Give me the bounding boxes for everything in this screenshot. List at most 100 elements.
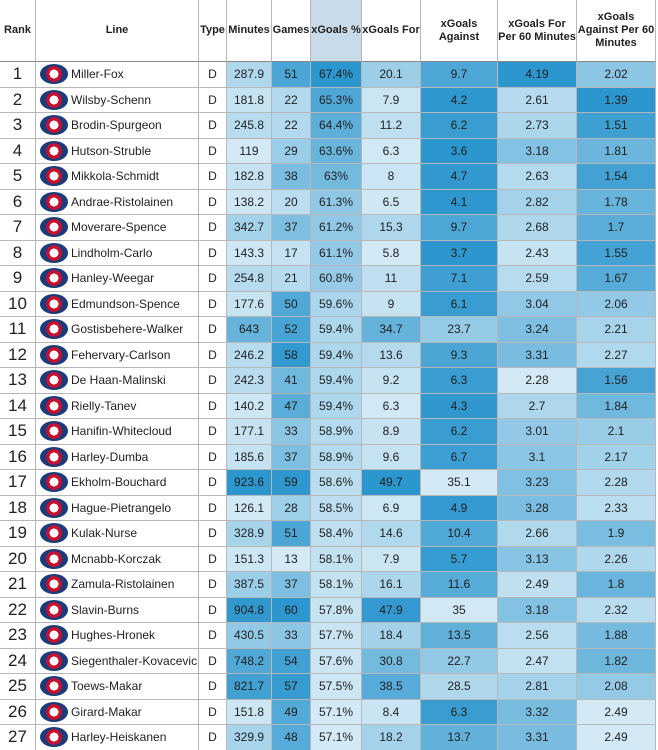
value-cell: 14.6: [362, 521, 421, 547]
value-cell: 185.6: [227, 444, 272, 470]
cell-text: Gostisbehere-Walker: [71, 322, 184, 337]
cell-text: Hanley-Weegar: [71, 271, 155, 286]
cell-text: 13.6: [379, 347, 403, 362]
cell-text: 22: [284, 92, 298, 107]
line-cell: Harley-Heiskanen: [36, 725, 199, 750]
cell-text: 17: [8, 472, 27, 492]
cell-text: 6.3: [382, 398, 400, 413]
value-cell: 119: [227, 138, 272, 164]
value-cell: D: [199, 444, 227, 470]
cell-text: D: [208, 551, 217, 566]
cell-text: 25: [8, 676, 27, 696]
value-cell: 59.4%: [311, 342, 362, 368]
value-cell: 748.2: [227, 648, 272, 674]
value-cell: 63%: [311, 164, 362, 190]
column-header[interactable]: xGoals For Per 60 Minutes: [498, 0, 577, 62]
cell-text: Hughes-Hronek: [71, 628, 156, 643]
cell-text: 59.4%: [318, 347, 354, 362]
cell-text: 4.1: [450, 194, 468, 209]
column-header[interactable]: Minutes: [227, 0, 272, 62]
column-header[interactable]: xGoals Against Per 60 Minutes: [577, 0, 656, 62]
rank-cell: 1: [0, 62, 36, 88]
value-cell: 34.7: [362, 317, 421, 343]
value-cell: 2.43: [498, 240, 577, 266]
cell-text: D: [208, 500, 217, 515]
value-cell: D: [199, 470, 227, 496]
value-cell: 58.1%: [311, 572, 362, 598]
value-cell: 47.9: [362, 597, 421, 623]
rank-cell: 20: [0, 546, 36, 572]
line-cell: Rielly-Tanev: [36, 393, 199, 419]
line-cell: Hague-Pietrangelo: [36, 495, 199, 521]
value-cell: 50: [272, 291, 311, 317]
column-header[interactable]: xGoals For: [362, 0, 421, 62]
cell-text: 1.88: [604, 628, 628, 643]
cell-text: 2.49: [525, 577, 549, 592]
cell-text: 2.32: [604, 602, 628, 617]
cell-text: 3.32: [525, 704, 549, 719]
cell-text: 61.3%: [318, 194, 354, 209]
cell-text: 2.49: [604, 730, 628, 745]
cell-text: 2.56: [525, 628, 549, 643]
value-cell: 8.9: [362, 419, 421, 445]
cell-text: 47.9: [379, 602, 403, 617]
cell-text: 11.6: [447, 577, 471, 592]
cell-text: 2.1: [607, 424, 625, 439]
line-cell: Kulak-Nurse: [36, 521, 199, 547]
cell-text: 8: [12, 242, 23, 262]
column-header[interactable]: xGoals %: [311, 0, 362, 62]
cell-text: D: [208, 602, 217, 617]
cell-text: 5.7: [450, 551, 468, 566]
value-cell: 9.7: [421, 62, 498, 88]
value-cell: 13.7: [421, 725, 498, 750]
column-header[interactable]: Line: [36, 0, 199, 62]
value-cell: 2.17: [577, 444, 656, 470]
rank-cell: 4: [0, 138, 36, 164]
team-logo: [40, 727, 68, 748]
cell-text: 52: [284, 322, 298, 337]
value-cell: 2.1: [577, 419, 656, 445]
cell-text: 7.9: [382, 551, 400, 566]
value-cell: 1.82: [577, 648, 656, 674]
team-logo: [40, 523, 68, 544]
cell-text: D: [208, 271, 217, 286]
value-cell: 1.9: [577, 521, 656, 547]
value-cell: 5.8: [362, 240, 421, 266]
cell-text: Miller-Fox: [71, 67, 124, 82]
value-cell: 181.8: [227, 87, 272, 113]
cell-text: 57.1%: [318, 704, 354, 719]
cell-text: 59.4%: [318, 322, 354, 337]
line-cell: Lindholm-Carlo: [36, 240, 199, 266]
column-header[interactable]: Type: [199, 0, 227, 62]
value-cell: 177.6: [227, 291, 272, 317]
header-text: xGoals For Per 60 Minutes: [498, 17, 576, 43]
header-text: xGoals Against Per 60 Minutes: [577, 11, 655, 49]
cell-text: Lindholm-Carlo: [71, 245, 153, 260]
cell-text: Edmundson-Spence: [71, 296, 180, 311]
column-header[interactable]: Games: [272, 0, 311, 62]
value-cell: 1.39: [577, 87, 656, 113]
cell-text: 8: [387, 169, 395, 184]
cell-text: 20: [8, 548, 27, 568]
team-logo: [40, 701, 68, 722]
cell-text: 2.66: [525, 526, 549, 541]
value-cell: 3.01: [498, 419, 577, 445]
value-cell: 58: [272, 342, 311, 368]
cell-text: D: [208, 322, 217, 337]
cell-text: 2.27: [604, 347, 628, 362]
value-cell: 143.3: [227, 240, 272, 266]
cell-text: 9: [387, 296, 395, 311]
cell-text: 1.7: [607, 220, 625, 235]
cell-text: 11: [384, 271, 398, 286]
column-header[interactable]: xGoals Against: [421, 0, 498, 62]
cell-text: D: [208, 296, 217, 311]
team-logo: [40, 395, 68, 416]
column-header[interactable]: Rank: [0, 0, 36, 62]
value-cell: 60.8%: [311, 266, 362, 292]
value-cell: D: [199, 291, 227, 317]
cell-text: 3.13: [525, 551, 549, 566]
team-logo: [40, 472, 68, 493]
cell-text: 2.02: [604, 67, 628, 82]
cell-text: 2.33: [604, 500, 628, 515]
